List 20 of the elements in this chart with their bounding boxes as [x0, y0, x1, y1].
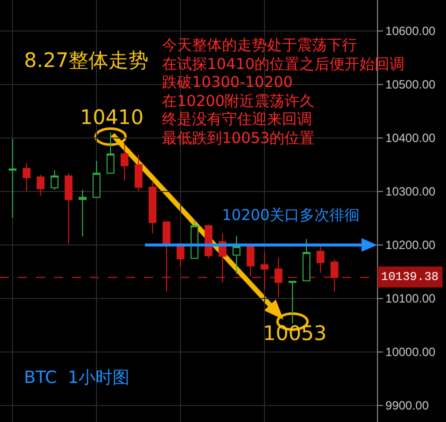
y-tick-label: 10300.00 — [385, 184, 436, 199]
annotation: 在10200附近震荡许久 — [162, 92, 315, 110]
annotation: 今天整体的走势处于震荡下行 — [162, 36, 357, 54]
ref-line-label: 10200关口多次徘徊 — [222, 206, 360, 224]
y-tick-label: 10500.00 — [385, 78, 436, 92]
y-tick-label: 10600.00 — [385, 24, 436, 38]
annotation: 10410 — [80, 105, 144, 129]
y-tick-label: 10400.00 — [385, 131, 436, 146]
ref-line-label: 10139.38 — [381, 270, 439, 284]
annotation: 10053 — [263, 321, 327, 345]
annotation: 终是没有守住迎来回调 — [162, 110, 312, 128]
annotation: BTC 1小时图 — [24, 368, 130, 388]
annotation: 跌破10300-10200 — [162, 73, 293, 91]
text: 8.27整体走势 — [24, 48, 149, 72]
y-tick-label: 10000.00 — [385, 345, 436, 360]
y-tick-label: 10200.00 — [385, 238, 436, 252]
y-tick-label: 10100.00 — [385, 292, 436, 306]
y-tick-label: 9900.00 — [385, 398, 430, 413]
annotation: 在试探10410的位置之后便开始回调 — [162, 55, 405, 73]
annotation: 最低跌到10053的位置 — [162, 129, 315, 147]
